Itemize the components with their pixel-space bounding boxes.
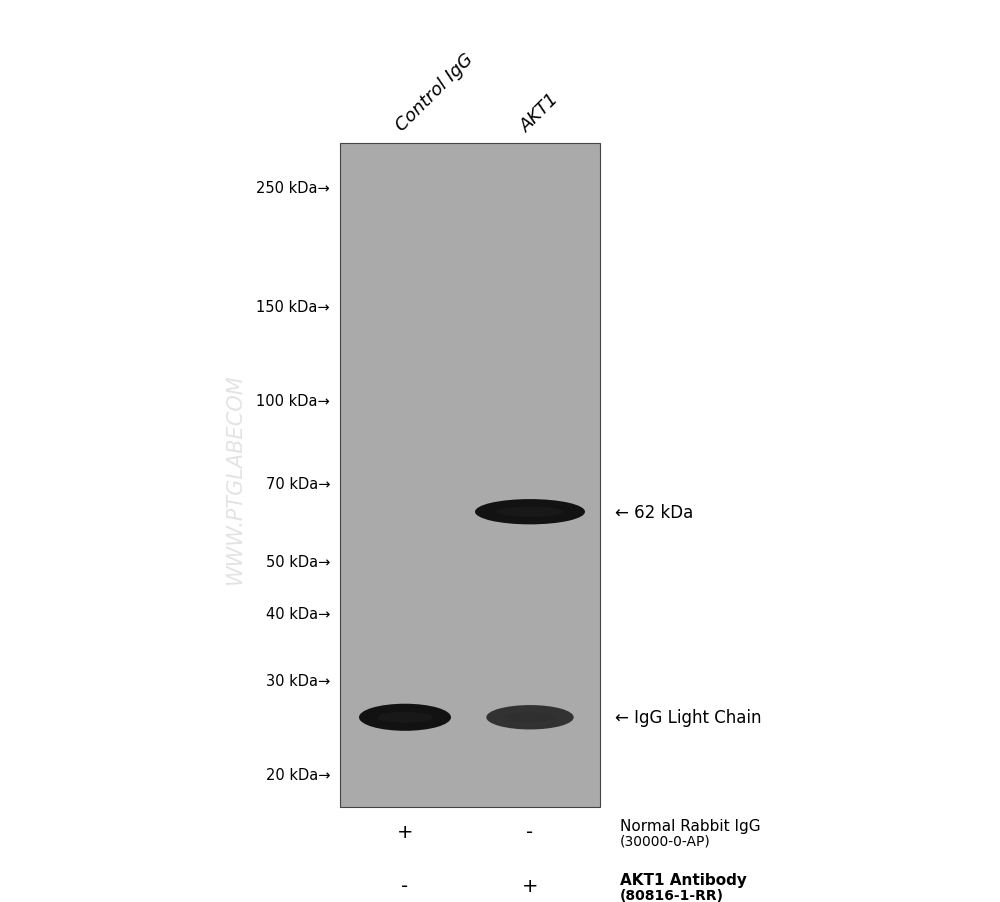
Text: (80816-1-RR): (80816-1-RR) [620, 888, 724, 902]
Text: -: - [401, 876, 409, 896]
Text: AKT1 Antibody: AKT1 Antibody [620, 872, 747, 887]
Text: WWW.PTGLABECOM: WWW.PTGLABECOM [225, 373, 245, 584]
Ellipse shape [359, 704, 451, 731]
Ellipse shape [475, 500, 585, 525]
Text: AKT1: AKT1 [517, 89, 563, 135]
Ellipse shape [377, 712, 433, 723]
Text: 50 kDa→: 50 kDa→ [266, 555, 330, 569]
Ellipse shape [504, 713, 556, 723]
Text: 70 kDa→: 70 kDa→ [266, 476, 330, 492]
Text: Control IgG: Control IgG [392, 51, 477, 135]
Ellipse shape [486, 705, 574, 730]
Text: 30 kDa→: 30 kDa→ [266, 673, 330, 688]
Ellipse shape [497, 507, 563, 517]
Text: ← 62 kDa: ← 62 kDa [615, 503, 693, 521]
Text: 150 kDa→: 150 kDa→ [256, 299, 330, 314]
Text: 40 kDa→: 40 kDa→ [266, 606, 330, 621]
Text: 250 kDa→: 250 kDa→ [256, 180, 330, 196]
Text: -: - [526, 822, 534, 842]
Text: ← IgG Light Chain: ← IgG Light Chain [615, 708, 762, 726]
Text: (30000-0-AP): (30000-0-AP) [620, 833, 711, 848]
Text: +: + [522, 876, 538, 896]
Text: +: + [397, 822, 413, 842]
Text: 100 kDa→: 100 kDa→ [256, 393, 330, 409]
Bar [340, 144, 600, 807]
Text: 20 kDa→: 20 kDa→ [266, 768, 330, 782]
Text: Normal Rabbit IgG: Normal Rabbit IgG [620, 818, 761, 833]
